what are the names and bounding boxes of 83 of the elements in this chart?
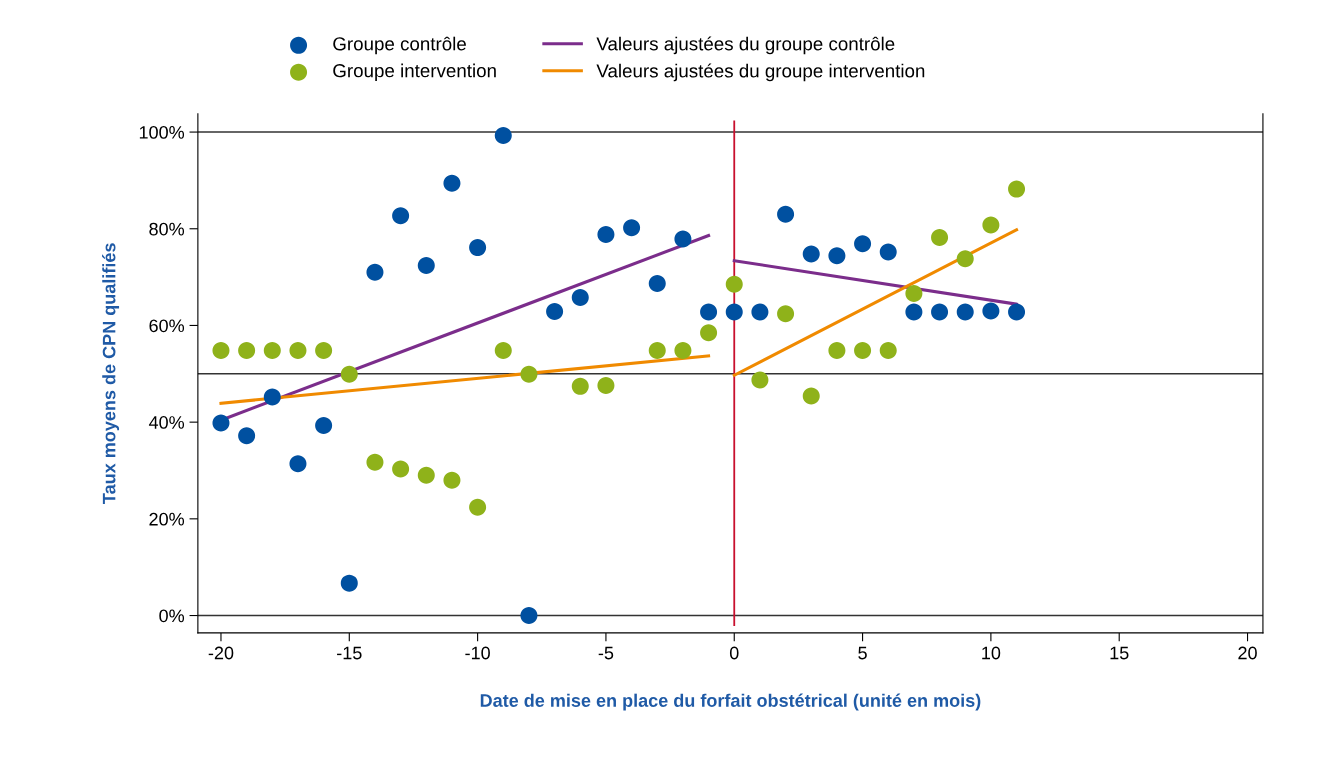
point — [854, 235, 872, 253]
x-tick-label: -15 — [337, 646, 362, 660]
point — [674, 230, 692, 248]
point — [289, 342, 307, 360]
y-axis-title: Taux moyens de CPN qualifiés — [102, 243, 120, 504]
point — [956, 250, 974, 268]
point — [931, 228, 949, 246]
point — [238, 427, 256, 445]
point — [571, 377, 589, 395]
point — [1008, 303, 1026, 321]
point — [802, 245, 820, 263]
point — [956, 303, 974, 321]
x-axis-title: Date de mise en place du forfait obstétrical (unité en mois) — [480, 693, 981, 711]
point — [802, 387, 820, 405]
point — [392, 207, 410, 225]
point — [443, 174, 461, 192]
point — [417, 257, 435, 275]
point — [571, 288, 589, 306]
x-tick-label: 20 — [1238, 646, 1257, 660]
point — [648, 274, 666, 292]
point — [340, 574, 358, 592]
point — [725, 303, 743, 321]
point — [263, 342, 281, 360]
point — [289, 455, 307, 473]
point — [982, 216, 1000, 234]
x-tick-label: 5 — [858, 646, 867, 660]
point — [674, 342, 692, 360]
point — [366, 263, 384, 281]
legend-label: Groupe contrôle — [333, 36, 466, 55]
y-tick-label: 80% — [149, 222, 185, 236]
point — [340, 365, 358, 383]
x-tick-label: -10 — [465, 646, 490, 660]
point — [648, 342, 666, 360]
point — [905, 303, 923, 321]
y-tick-label: 40% — [148, 416, 185, 429]
point — [982, 302, 1000, 320]
point — [417, 466, 435, 484]
point — [315, 342, 333, 360]
point — [828, 342, 846, 360]
legend-label: Valeurs ajustées du groupe intervention — [596, 63, 925, 82]
x-tick-label: 15 — [1110, 646, 1129, 660]
point — [315, 417, 333, 435]
point — [520, 607, 538, 625]
point — [212, 414, 230, 432]
point — [443, 471, 461, 489]
point — [751, 371, 769, 389]
point — [520, 365, 538, 383]
point — [366, 453, 384, 471]
point — [777, 205, 795, 223]
x-tick-label: 0 — [729, 646, 739, 660]
point — [212, 342, 230, 360]
point — [931, 303, 949, 321]
legend-label: Groupe intervention — [333, 63, 496, 82]
x-tick-label: -5 — [598, 646, 614, 660]
point — [879, 342, 897, 360]
point — [777, 305, 795, 323]
point — [392, 460, 410, 478]
point — [546, 302, 564, 320]
point — [597, 226, 615, 244]
x-tick-label: -20 — [208, 646, 234, 660]
point — [597, 376, 615, 394]
point — [905, 285, 923, 303]
x-tick-label: 10 — [982, 646, 1001, 660]
point — [854, 342, 872, 360]
point — [494, 342, 512, 360]
point — [238, 342, 256, 360]
y-tick-label: 20% — [149, 512, 185, 526]
legend-label: Valeurs ajustées du groupe contrôle — [596, 36, 895, 55]
point — [828, 247, 846, 265]
point — [725, 275, 743, 293]
point — [469, 239, 487, 257]
y-tick-label: 60% — [149, 319, 185, 333]
point — [700, 324, 718, 342]
point — [623, 219, 641, 237]
point — [1008, 180, 1026, 198]
point — [879, 243, 897, 261]
y-tick-label: 100% — [139, 126, 185, 139]
point — [700, 303, 718, 321]
point — [751, 303, 769, 321]
y-tick-label: 0% — [159, 609, 185, 623]
point — [469, 498, 487, 516]
point — [494, 126, 512, 144]
point — [263, 388, 281, 406]
